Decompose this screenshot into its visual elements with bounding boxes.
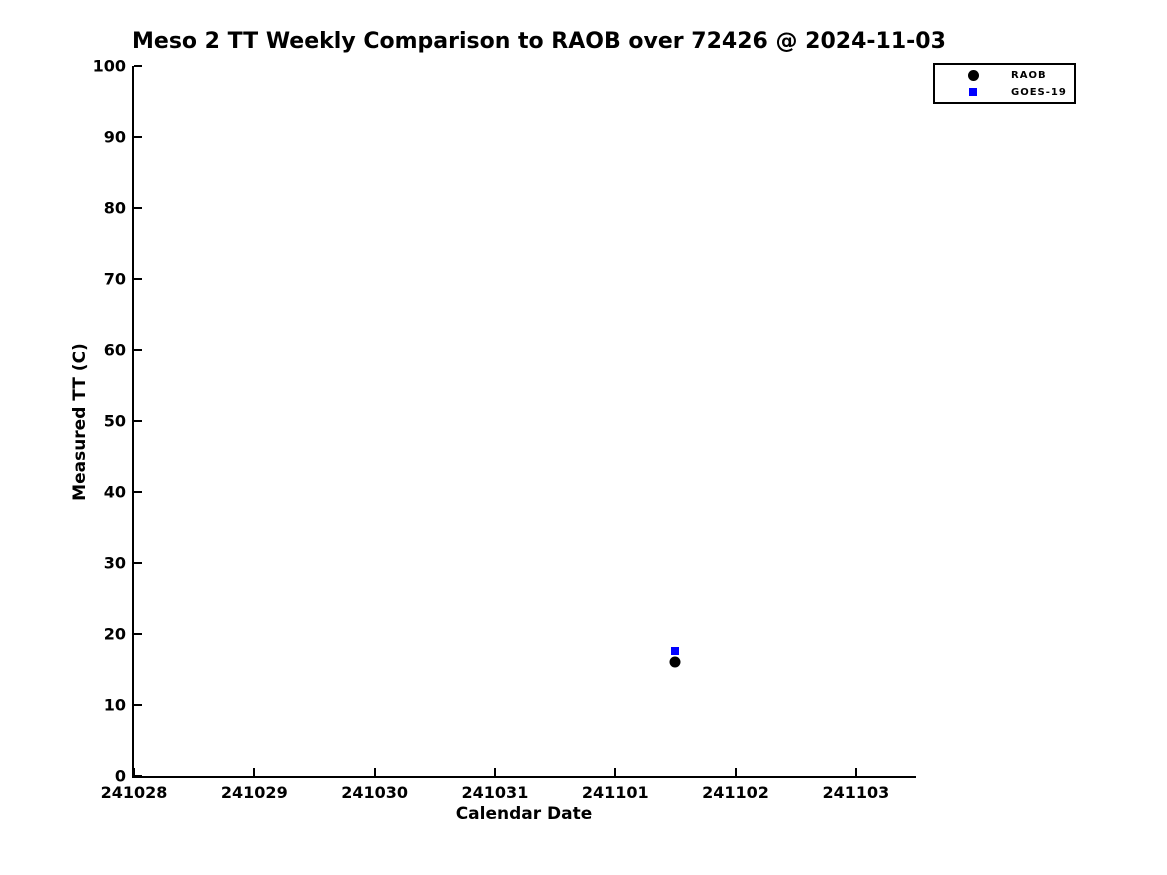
x-tick-mark <box>133 768 135 776</box>
y-tick-label: 70 <box>103 269 126 289</box>
y-tick-label: 50 <box>103 411 126 431</box>
x-axis-label: Calendar Date <box>455 804 593 824</box>
y-tick-label: 30 <box>103 553 126 573</box>
data-point-raob <box>669 656 681 668</box>
legend: RAOB GOES-19 <box>933 63 1076 104</box>
y-tick-mark <box>134 562 142 564</box>
x-tick-mark <box>373 768 376 776</box>
x-tick-label: 241028 <box>100 783 168 802</box>
x-tick-label: 241103 <box>822 783 890 802</box>
data-point-goes-19 <box>671 647 680 656</box>
x-tick-label: 241030 <box>341 783 409 802</box>
y-tick-mark <box>134 491 142 493</box>
x-tick-mark <box>493 768 496 776</box>
x-tick-mark <box>734 768 737 776</box>
x-tick-mark <box>854 768 857 776</box>
chart-title: Meso 2 TT Weekly Comparison to RAOB over… <box>132 29 946 54</box>
y-axis-label: Measured TT (C) <box>70 343 90 501</box>
y-tick-label: 90 <box>103 127 126 147</box>
legend-label: GOES-19 <box>1011 86 1067 98</box>
y-tick-label: 10 <box>103 695 126 715</box>
y-tick-mark <box>134 207 142 209</box>
legend-entry-raob: RAOB <box>935 67 1074 84</box>
y-tick-mark <box>134 420 142 422</box>
x-tick-label: 241031 <box>461 783 529 802</box>
y-tick-mark <box>134 349 142 351</box>
x-tick-label: 241102 <box>702 783 769 802</box>
y-tick-label: 80 <box>103 198 126 218</box>
x-tick-label: 241029 <box>220 783 288 802</box>
y-tick-mark <box>134 65 142 67</box>
legend-entry-goes-19: GOES-19 <box>935 84 1074 101</box>
y-tick-label: 100 <box>92 56 126 76</box>
legend-label: RAOB <box>1011 69 1047 81</box>
x-tick-mark <box>253 768 256 776</box>
y-tick-mark <box>134 704 142 706</box>
y-tick-mark <box>134 278 142 280</box>
y-tick-mark <box>134 136 142 138</box>
y-tick-label: 0 <box>114 766 126 786</box>
legend-marker-cell <box>935 88 1011 96</box>
y-tick-label: 40 <box>103 482 126 502</box>
circle-marker-icon <box>967 69 979 81</box>
y-tick-mark <box>134 633 142 635</box>
y-tick-label: 20 <box>103 624 126 644</box>
legend-marker-cell <box>935 69 1011 81</box>
y-tick-mark <box>134 775 142 777</box>
plot-area: 0 10 20 30 40 50 60 70 80 90 100 241028 241029 241030… <box>93 57 916 802</box>
x-tick-mark <box>614 768 617 776</box>
square-marker-icon <box>969 88 977 96</box>
y-tick-label: 60 <box>103 340 126 360</box>
x-tick-label: 241101 <box>581 783 649 802</box>
